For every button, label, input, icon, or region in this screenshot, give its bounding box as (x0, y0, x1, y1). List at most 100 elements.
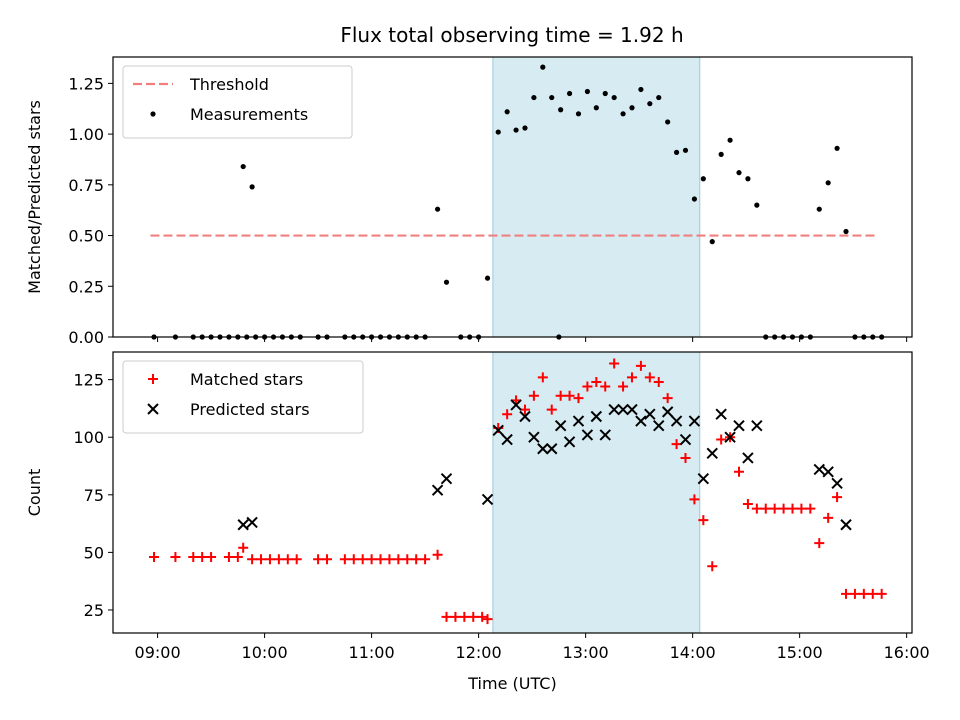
x-tick-label: 15:00 (777, 643, 823, 662)
data-point (443, 279, 450, 285)
data-point (282, 554, 293, 565)
data-point (644, 408, 656, 420)
data-point (502, 409, 513, 420)
data-point (629, 105, 635, 111)
y-tick-label: 25 (84, 601, 104, 620)
data-point (432, 549, 443, 560)
y-tick-label: 0.50 (68, 227, 104, 246)
legend-label: Matched stars (190, 370, 303, 389)
data-point (688, 415, 701, 427)
data-point (593, 105, 599, 111)
data-point (339, 554, 350, 565)
y-tick-label: 75 (84, 486, 104, 505)
y-tick-label: 0.00 (68, 328, 104, 347)
data-point (563, 436, 576, 448)
data-point (682, 147, 689, 153)
x-tick-label: 11:00 (349, 643, 395, 662)
data-point (813, 463, 825, 476)
data-point (638, 86, 644, 93)
data-point (671, 439, 682, 450)
data-point (706, 447, 718, 460)
data-point (546, 443, 558, 455)
data-point (441, 611, 452, 622)
data-point (510, 399, 522, 411)
data-point (197, 551, 208, 562)
data-point (736, 170, 742, 176)
data-point (697, 472, 710, 485)
data-point (832, 492, 843, 503)
data-point (468, 611, 479, 622)
observing-span (492, 352, 700, 633)
data-point (348, 554, 359, 565)
data-point (566, 90, 573, 97)
data-point (237, 519, 249, 531)
legend-label: Measurements (190, 105, 308, 124)
data-point (393, 554, 404, 565)
panel-1: 0.00 0.25 0.50 0.75 1.00 1.25 Matched/Predicte… (25, 56, 913, 347)
data-point (698, 515, 709, 526)
x-tick-label: 10:00 (242, 643, 288, 662)
data-point (528, 390, 539, 401)
data-point (450, 611, 461, 622)
data-point (608, 403, 620, 416)
data-point (495, 129, 501, 135)
data-point (582, 381, 593, 392)
data-point (691, 196, 698, 202)
data-point (558, 107, 564, 113)
y-tick-label: 100 (73, 428, 104, 447)
data-point (665, 119, 671, 125)
data-point (206, 551, 217, 562)
data-point (843, 228, 849, 235)
legend: Threshold Measurements (122, 65, 353, 139)
data-point (402, 554, 413, 565)
data-point (223, 551, 234, 562)
axes-frame (112, 56, 913, 338)
data-point (264, 554, 275, 565)
data-point (787, 503, 798, 514)
data-point (689, 494, 700, 505)
x-axis-label: Time (UTC) (467, 674, 556, 693)
data-point (459, 611, 470, 622)
data-point (246, 516, 258, 529)
data-point (814, 538, 825, 549)
axes-frame (112, 351, 913, 634)
data-point (718, 151, 724, 157)
data-point (841, 588, 852, 599)
data-point (564, 390, 575, 401)
data-point (823, 512, 834, 523)
data-point (581, 429, 594, 441)
y-tick-label: 125 (73, 371, 104, 390)
data-point (537, 443, 549, 455)
data-point (742, 499, 753, 510)
data-point (626, 403, 638, 416)
data-point (170, 551, 181, 562)
data-point (709, 239, 715, 245)
data-point (549, 94, 555, 101)
data-point (876, 588, 887, 599)
y-tick-label: 0.75 (68, 176, 104, 195)
x-tick-label: 13:00 (563, 643, 609, 662)
data-point (477, 611, 488, 622)
legend-box (122, 360, 364, 434)
data-point (849, 588, 860, 599)
data-point (481, 493, 494, 506)
data-point (357, 554, 368, 565)
legend-marker (150, 111, 156, 117)
data-point (867, 588, 878, 599)
data-point (501, 433, 513, 446)
x-tick-label: 09:00 (135, 643, 181, 662)
x-tick-label: 14:00 (670, 643, 716, 662)
data-point (834, 145, 840, 151)
x-tick-label: 12:00 (456, 643, 502, 662)
data-point (635, 415, 647, 427)
data-point (575, 111, 582, 117)
data-point (754, 202, 760, 208)
data-point (555, 390, 566, 401)
data-point (273, 554, 284, 565)
data-point (440, 472, 453, 485)
data-point (591, 376, 602, 387)
series-x (237, 399, 852, 531)
data-point (513, 127, 519, 133)
data-point (149, 551, 160, 562)
data-point (742, 452, 754, 464)
